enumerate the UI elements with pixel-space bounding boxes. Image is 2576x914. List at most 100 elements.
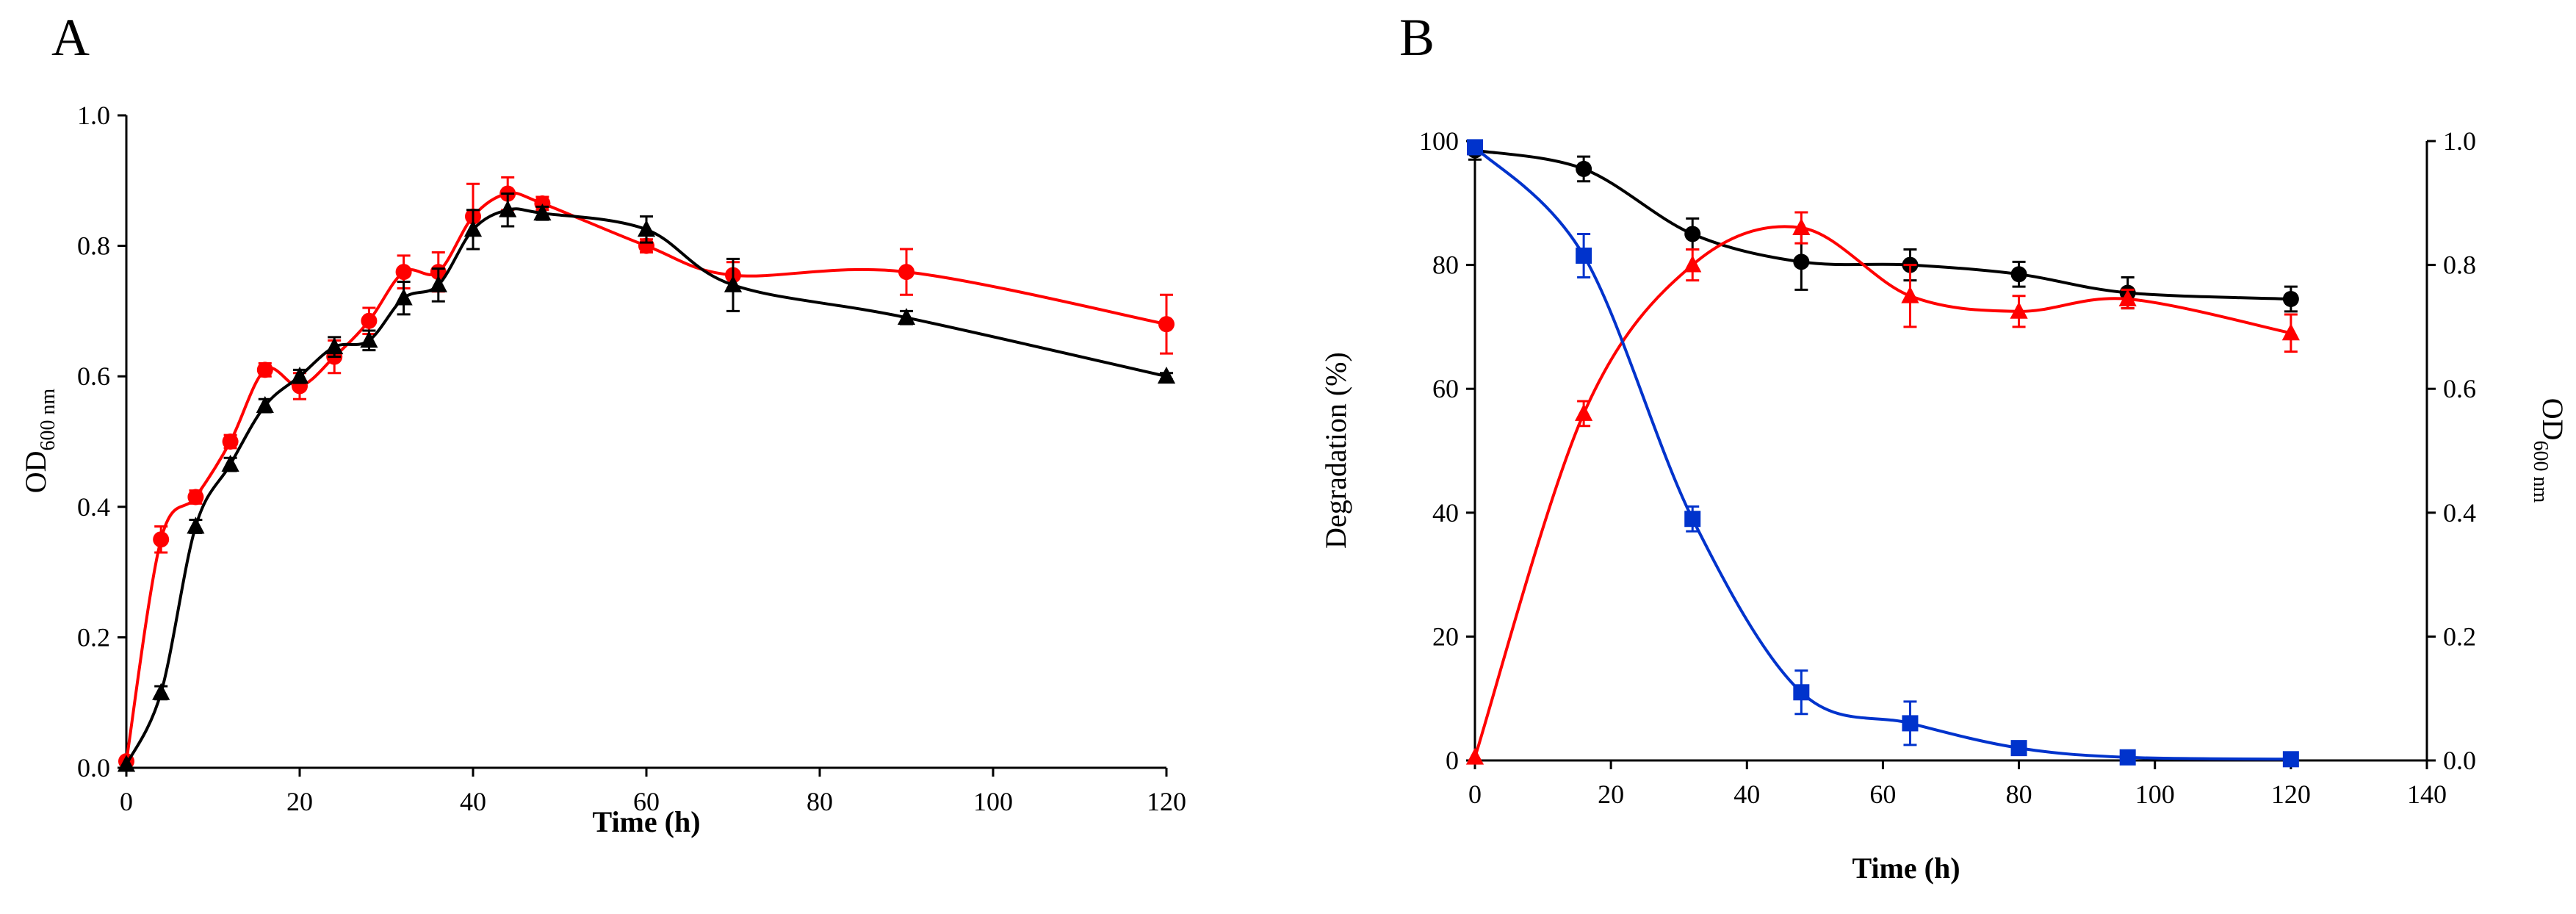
panel-b-x-ticks: 0 20 40 60 80 100 120 140 <box>1468 760 2447 809</box>
data-point <box>361 312 378 329</box>
x-tick-label: 60 <box>633 787 660 816</box>
series-line <box>1473 225 2292 758</box>
panel-a-y-axis-title-sub: 600 nm <box>37 389 59 451</box>
data-point <box>1793 684 1810 701</box>
data-point <box>1793 253 1810 270</box>
x-tick-label: 80 <box>807 787 833 816</box>
panel-letter-b: B <box>1399 8 1435 67</box>
data-point <box>394 288 413 306</box>
data-point <box>499 200 517 217</box>
y-tick-label: 20 <box>1432 622 1459 651</box>
x-tick-label: 80 <box>2006 780 2032 809</box>
data-point <box>325 337 344 355</box>
data-point <box>152 683 170 700</box>
panel-b-right-y-ticks: 0.0 0.2 0.4 0.6 0.8 1.0 <box>2427 126 2476 775</box>
panel-b-series <box>1465 139 2300 768</box>
panel-b-right-y-axis-title-main: OD <box>2536 398 2569 441</box>
panel-a-x-ticks: 0 20 40 60 80 100 120 <box>120 768 1186 816</box>
data-point <box>1157 367 1176 384</box>
data-point <box>2118 289 2137 306</box>
x-tick-label: 120 <box>2271 780 2311 809</box>
series-line <box>125 191 1167 762</box>
data-point <box>1576 247 1592 264</box>
data-point <box>724 275 743 292</box>
data-point <box>290 367 309 384</box>
data-point <box>2119 749 2136 766</box>
x-tick-label: 60 <box>1869 780 1896 809</box>
data-point <box>256 395 274 414</box>
data-point <box>1684 226 1701 242</box>
x-tick-label: 20 <box>286 787 313 816</box>
data-point <box>1575 403 1593 421</box>
x-tick-label: 140 <box>2407 780 2447 809</box>
y-tick-label: 0.4 <box>77 492 110 522</box>
y-tick-label: 100 <box>1419 126 1459 156</box>
data-point <box>1467 139 1483 156</box>
panel-a-series <box>117 176 1176 772</box>
data-point <box>1684 511 1701 528</box>
data-point <box>1902 715 1919 732</box>
x-tick-label: 40 <box>460 787 486 816</box>
series-2 <box>117 192 1176 772</box>
data-point <box>222 433 239 450</box>
data-point <box>360 331 378 348</box>
series-line <box>125 207 1167 766</box>
data-point <box>1576 160 1592 177</box>
data-point <box>897 308 916 325</box>
y2-tick-label: 0.2 <box>2443 622 2476 651</box>
data-point <box>463 220 483 237</box>
y2-tick-label: 0.6 <box>2443 374 2476 403</box>
data-point <box>2281 323 2300 341</box>
data-point <box>2010 740 2027 757</box>
data-point <box>2010 266 2027 283</box>
data-point <box>117 755 136 772</box>
panel-b-x-axis-title: Time (h) <box>1852 852 1960 885</box>
data-point <box>256 361 273 378</box>
data-point <box>1901 286 1919 303</box>
series-1 <box>118 176 1175 770</box>
panel-letter-a: A <box>51 8 90 67</box>
x-tick-label: 100 <box>973 787 1013 816</box>
panel-b-left-y-axis-title: Degradation (%) <box>1319 352 1352 549</box>
data-point <box>395 264 412 281</box>
data-point <box>533 204 552 221</box>
data-point <box>1792 217 1811 235</box>
panel-a-y-axis-title-main: OD <box>19 451 52 494</box>
data-point <box>221 454 239 472</box>
y2-tick-label: 0.8 <box>2443 251 2476 280</box>
series-line <box>1473 145 2291 761</box>
panel-b-right-y-axis-title-sub: 600 nm <box>2529 441 2552 503</box>
panel-b-right-y-axis-title: OD600 nm <box>2529 398 2569 503</box>
y-tick-label: 1.0 <box>77 101 110 130</box>
data-point <box>153 531 170 548</box>
series-3 <box>1467 139 2299 768</box>
y-tick-label: 0.8 <box>77 231 110 261</box>
data-point <box>2282 751 2299 768</box>
x-tick-label: 0 <box>120 787 133 816</box>
y2-tick-label: 0.0 <box>2443 746 2476 775</box>
y-tick-label: 0.0 <box>77 753 110 782</box>
data-point <box>187 517 205 534</box>
x-tick-label: 40 <box>1733 780 1760 809</box>
data-point <box>1465 747 1484 765</box>
y2-tick-label: 0.4 <box>2443 498 2476 528</box>
panel-b-left-y-ticks: 0 20 40 60 80 100 <box>1419 126 1475 775</box>
data-point <box>637 220 656 237</box>
chart-panel-a: 0.0 0.2 0.4 0.6 0.8 1.0 0 20 40 60 80 100 120 Time … <box>19 101 1186 838</box>
y-tick-label: 40 <box>1432 498 1459 528</box>
series-line <box>1474 148 2291 301</box>
y-tick-label: 0 <box>1446 746 1459 775</box>
series-1 <box>1467 140 2299 313</box>
y-tick-label: 80 <box>1432 251 1459 280</box>
x-tick-label: 120 <box>1147 787 1186 816</box>
data-point <box>2282 290 2299 307</box>
y2-tick-label: 1.0 <box>2443 126 2476 156</box>
series-2 <box>1465 211 2300 765</box>
x-tick-label: 20 <box>1598 780 1624 809</box>
x-tick-label: 100 <box>2135 780 2175 809</box>
data-point <box>898 264 914 281</box>
data-point <box>1158 316 1175 333</box>
y-tick-label: 0.2 <box>77 622 110 652</box>
data-point <box>429 275 447 292</box>
